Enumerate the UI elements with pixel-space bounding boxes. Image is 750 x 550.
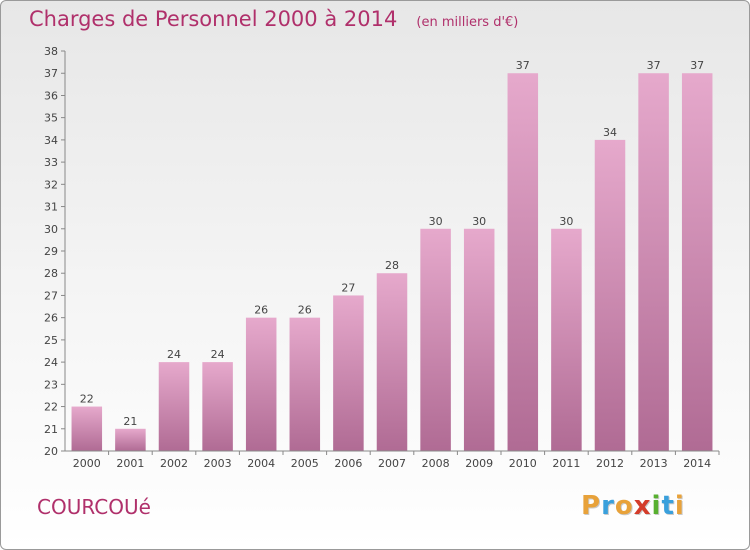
y-tick-label: 24 [44,356,58,369]
bar-2002 [158,362,190,451]
x-axis: 2000 2001 2002 2003 2004 2005 2006 2007 2008 2009… [65,450,720,470]
y-tick-label: 31 [44,201,58,214]
data-label-2007: 28 [385,259,399,272]
x-tick-label-2011: 2011 [552,457,580,470]
x-tick-label-2005: 2005 [291,457,319,470]
title-row: Charges de Personnel 2000 à 2014 (en mil… [29,7,518,31]
x-tick-label-2004: 2004 [247,457,275,470]
y-tick-label: 34 [44,134,58,147]
y-tick-label: 21 [44,423,58,436]
bar-2005 [289,317,321,451]
y-tick-label: 29 [44,245,58,258]
data-label-2009: 30 [472,215,486,228]
y-axis: 20 21 22 23 24 25 26 27 28 29 30 31 32 33 34 35 36 37 38 [44,45,66,458]
x-tick-label-2006: 2006 [334,457,362,470]
data-label-2002: 24 [167,348,181,361]
y-tick-label: 33 [44,156,58,169]
data-label-2011: 30 [559,215,573,228]
bar-2014 [681,73,713,451]
bar-2010 [507,73,539,451]
data-label-2012: 34 [603,126,617,139]
y-tick-label: 25 [44,334,58,347]
x-tick-label-2003: 2003 [204,457,232,470]
bar-2001 [115,428,146,451]
bar-2013 [638,73,669,451]
data-label-2014: 37 [690,59,704,72]
x-tick-label-2008: 2008 [422,457,450,470]
bar-2009 [463,228,495,451]
x-tick-label-2007: 2007 [378,457,406,470]
logo-letter: r [601,491,615,521]
y-tick-label: 36 [44,89,58,102]
x-tick-label-2010: 2010 [509,457,537,470]
data-label-2000: 22 [80,393,94,406]
x-tick-label-2014: 2014 [683,457,711,470]
data-label-2001: 21 [123,415,137,428]
data-label-2013: 37 [647,59,661,72]
y-tick-label: 23 [44,378,58,391]
logo-letter: i [651,491,662,521]
data-label-2003: 24 [211,348,225,361]
bar-2003 [202,362,233,451]
x-tick-label-2009: 2009 [465,457,493,470]
y-tick-label: 32 [44,178,58,191]
x-tick-label-2013: 2013 [640,457,668,470]
logo-letter: P [581,491,602,521]
logo-letter: t [661,491,675,521]
data-label-2005: 26 [298,304,312,317]
bar-2004 [245,317,277,451]
x-tick-label-2000: 2000 [73,457,101,470]
y-tick-label: 37 [44,67,58,80]
chart-subtitle: (en milliers d'€) [416,15,519,30]
y-tick-label: 26 [44,312,58,325]
y-tick-label: 38 [44,45,58,58]
bars: 22 21 24 24 26 26 27 28 30 30 37 30 34 37 37 [71,59,713,451]
x-tick-label-2001: 2001 [116,457,144,470]
logo-letter: x [633,491,652,521]
bar-2007 [376,273,408,451]
y-tick-label: 27 [44,289,58,302]
data-label-2008: 30 [429,215,443,228]
data-label-2010: 37 [516,59,530,72]
bar-2008 [420,228,451,451]
bar-2011 [551,228,582,451]
y-tick-label: 35 [44,112,58,125]
data-label-2006: 27 [341,281,355,294]
y-tick-label: 30 [44,223,58,236]
bar-2012 [594,139,626,451]
x-tick-label-2012: 2012 [596,457,624,470]
logo-letter: o [614,491,634,521]
place-name: COURCOUé [37,495,151,519]
y-tick-label: 22 [44,401,58,414]
logo-letter: i [674,491,685,521]
y-tick-label: 20 [44,445,58,458]
bar-2006 [333,295,364,451]
proxiti-logo: Proxiti [581,491,685,521]
x-tick-label-2002: 2002 [160,457,188,470]
data-label-2004: 26 [254,304,268,317]
chart-title: Charges de Personnel 2000 à 2014 [29,7,398,31]
bar-2000 [71,406,103,451]
y-tick-label: 28 [44,267,58,280]
